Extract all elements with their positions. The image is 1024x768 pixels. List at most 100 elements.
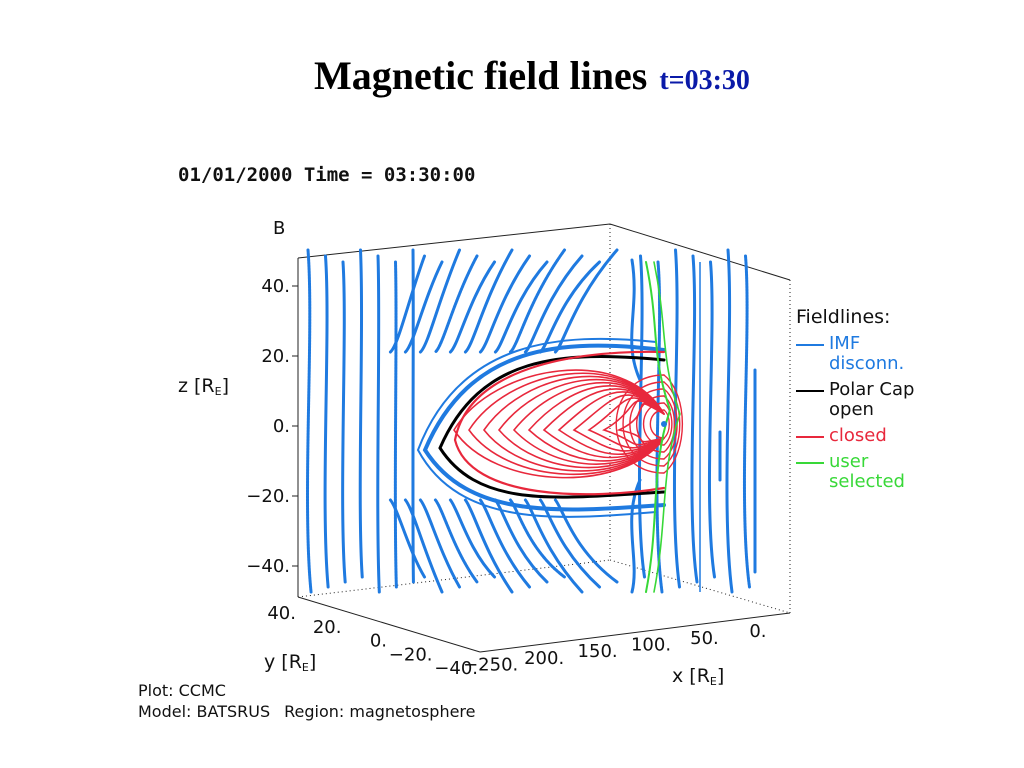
legend-item: closed: [796, 426, 966, 446]
z-tick-label: 0.: [273, 416, 290, 437]
y-tick-label: 40.: [267, 603, 296, 624]
z-tick-label: 20.: [261, 346, 290, 367]
legend-label: open: [829, 399, 874, 420]
closed-field-line: [615, 374, 665, 474]
closed-field-line: [602, 400, 665, 446]
frame-edge: [297, 223, 611, 259]
legend-label: disconn.: [829, 353, 905, 374]
frame-edge: [609, 559, 791, 614]
closed-field-line: [629, 388, 665, 460]
title-main: Magnetic field lines: [314, 53, 648, 98]
z-axis-close: ]: [222, 375, 229, 397]
z-tick-label: −20.: [246, 486, 290, 507]
closed-field-line: [512, 381, 665, 465]
y-axis-close: ]: [309, 651, 316, 673]
legend-title: Fieldlines:: [796, 306, 891, 328]
legend-swatch: [796, 344, 824, 346]
closed-field-line: [649, 409, 665, 439]
z-tick-label: 40.: [261, 276, 290, 297]
imf-field-line: [463, 248, 514, 594]
legend-swatch: [796, 390, 824, 392]
plot-footer: Plot: CCMC Model: BATSRUS Region: magneto…: [138, 680, 490, 722]
closed-field-line: [622, 381, 665, 467]
frame-edge: [297, 596, 481, 653]
plot-frame: [297, 223, 791, 653]
y-axis-sub: E: [302, 661, 309, 674]
y-tick-label: 20.: [313, 617, 342, 638]
legend-label: selected: [829, 471, 905, 492]
z-axis-label: z [RE]: [178, 375, 229, 398]
legend-label: IMF: [829, 333, 861, 354]
imf-field-line: [418, 248, 461, 589]
footer-region: Region: magnetosphere: [284, 702, 476, 721]
imf-field-line: [637, 254, 646, 579]
footer-plot: Plot: CCMC: [138, 681, 226, 700]
x-tick-label: 100.: [631, 634, 671, 655]
x-tick-label: −250.: [463, 655, 518, 676]
imf-field-line: [690, 254, 699, 584]
imf-field-line: [323, 254, 330, 589]
closed-field-line: [663, 381, 681, 467]
imf-field-line: [742, 254, 751, 589]
legend-item: user selected: [796, 452, 966, 492]
imf-field-line: [393, 260, 398, 589]
imf-field-line: [672, 248, 681, 589]
imf-field-line: [388, 254, 426, 579]
imf-field-line: [416, 337, 657, 518]
closed-field-line: [483, 375, 665, 472]
x-axis-close: ]: [717, 665, 724, 687]
earth-marker: [661, 421, 667, 427]
user-field-line: [645, 261, 672, 593]
footer-model: Model: BATSRUS: [138, 702, 271, 721]
imf-field-line: [707, 260, 716, 579]
frame-edge: [609, 223, 791, 281]
y-tick-label: −20.: [389, 644, 433, 665]
imf-field-line: [403, 260, 444, 594]
closed-field-line: [642, 402, 665, 446]
x-tick-label: 50.: [690, 628, 719, 649]
closed-field-line: [663, 402, 673, 446]
frame-edge: [479, 612, 791, 653]
x-axis-sub: E: [710, 675, 717, 688]
legend-label: user: [829, 451, 869, 472]
closed-field-line: [572, 394, 665, 452]
imf-field-line: [341, 260, 347, 584]
imf-field-line: [422, 343, 666, 512]
imf-field-line: [358, 248, 364, 579]
imf-field-line: [493, 260, 549, 584]
x-tick-label: 150.: [578, 641, 618, 662]
closed-field-line: [468, 372, 665, 475]
x-tick-label: 200.: [524, 648, 564, 669]
closed-field-line: [453, 350, 666, 496]
legend-label: closed: [829, 425, 887, 446]
slide-title: Magnetic field lines t=03:30: [0, 52, 1024, 99]
closed-field-line: [557, 391, 665, 456]
closed-field-line: [527, 385, 665, 462]
y-tick-label: 0.: [370, 631, 387, 652]
legend-label: Polar Cap: [829, 379, 915, 400]
closed-field-line: [636, 395, 665, 453]
frame-edge: [297, 559, 611, 598]
closed-field-line: [497, 378, 665, 469]
z-tick-label: −40.: [246, 556, 290, 577]
y-tick-label: −40.: [434, 658, 478, 679]
y-axis-label: y [RE]: [264, 651, 316, 674]
legend-swatch: [796, 462, 824, 464]
plot-header: 01/01/2000 Time = 03:30:00: [178, 164, 476, 186]
legend-item: Polar Cap open: [796, 380, 966, 420]
imf-field-line: [630, 258, 642, 382]
imf-field-line: [538, 260, 601, 589]
closed-field-line: [663, 409, 670, 439]
z-axis-sub: E: [215, 385, 222, 398]
x-axis-label: x [RE]: [672, 665, 724, 688]
legend-item: IMF disconn.: [796, 334, 966, 374]
imf-field-line: [725, 248, 734, 594]
closed-field-line: [453, 369, 665, 479]
field-label: B: [273, 218, 285, 239]
imf-field-line: [433, 254, 479, 584]
title-time: t=03:30: [659, 65, 750, 96]
imf-field-line: [376, 254, 381, 594]
imf-field-line: [306, 248, 313, 594]
field-lines: [306, 248, 757, 594]
